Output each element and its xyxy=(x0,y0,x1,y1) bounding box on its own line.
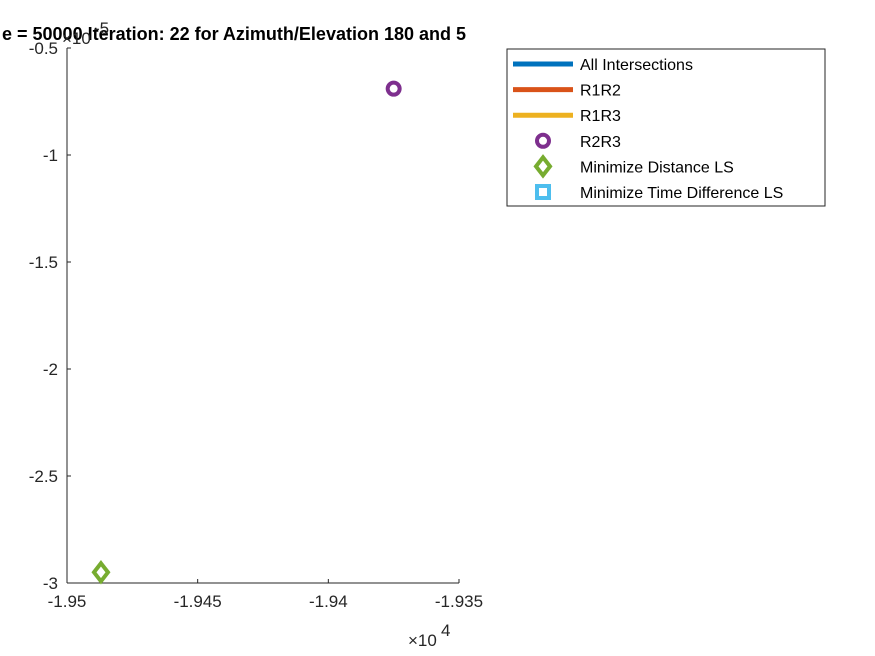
y-tick-label: -1 xyxy=(43,146,58,165)
axes xyxy=(66,48,459,584)
y-tick-label: -2 xyxy=(43,360,58,379)
x-exponent: 4 xyxy=(441,621,450,640)
legend: All Intersections R1R2 R1R3 R2R3 Minimize Di… xyxy=(506,48,826,207)
legend-label: R1R2 xyxy=(580,83,621,100)
legend-label: Minimize Time Difference LS xyxy=(580,185,783,202)
data-point-diamond xyxy=(91,560,111,585)
chart-title: e = 50000 Iteration: 22 for Azimuth/Elev… xyxy=(2,24,466,44)
legend-entry: Minimize Distance LS xyxy=(533,154,734,179)
legend-label: Minimize Distance LS xyxy=(580,159,734,176)
y-exponent: -5 xyxy=(94,19,109,38)
legend-box xyxy=(506,48,826,207)
x-tick-label: -1.95 xyxy=(48,592,87,611)
x-exponent-label: ×10 4 xyxy=(408,621,450,650)
x-tick-label: -1.945 xyxy=(174,592,222,611)
ticks: -1.95 -1.945 -1.94 -1.935 -3 -2.5 -2 -1.5 -1 -0.5 xyxy=(29,39,483,611)
y-tick-label: -0.5 xyxy=(29,39,58,58)
data-point-circle xyxy=(385,80,402,97)
x-multiplier: ×10 xyxy=(408,631,437,650)
legend-entry: Minimize Time Difference LS xyxy=(535,184,783,202)
data-marks xyxy=(91,80,402,585)
legend-swatch-square xyxy=(535,184,551,200)
legend-label: R2R3 xyxy=(580,134,621,151)
legend-entry: R1R2 xyxy=(513,83,621,100)
y-exponent-label: ×10 -5 xyxy=(62,19,109,48)
legend-label: All Intersections xyxy=(580,57,693,74)
y-tick-label: -2.5 xyxy=(29,467,58,486)
y-tick-label: -1.5 xyxy=(29,253,58,272)
legend-swatch-diamond xyxy=(533,154,553,179)
legend-label: R1R3 xyxy=(580,108,621,125)
y-tick-label: -3 xyxy=(43,574,58,593)
x-tick-label: -1.94 xyxy=(309,592,348,611)
legend-entry: R2R3 xyxy=(535,132,621,151)
x-tick-label: -1.935 xyxy=(435,592,483,611)
plot-area xyxy=(67,48,459,583)
legend-entry: All Intersections xyxy=(513,57,693,74)
y-multiplier: ×10 xyxy=(62,29,91,48)
legend-entry: R1R3 xyxy=(513,108,621,125)
legend-swatch-circle xyxy=(535,132,551,149)
